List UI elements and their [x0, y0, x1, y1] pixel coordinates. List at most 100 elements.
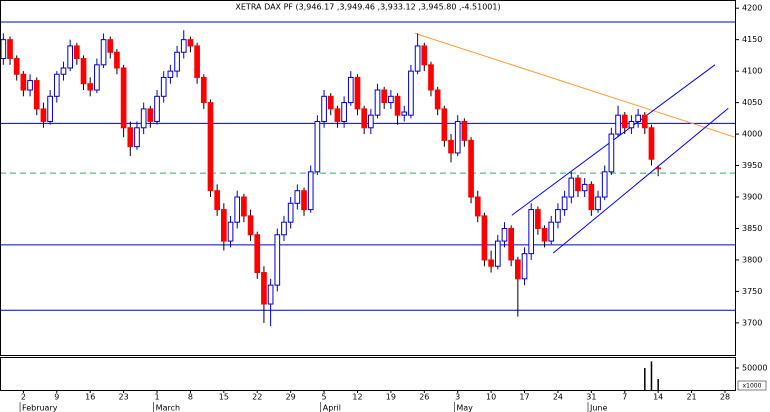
candle-body	[501, 227, 508, 242]
candle-body	[53, 73, 60, 97]
candle-body	[428, 64, 434, 91]
y-tick-label: 4100	[742, 67, 762, 76]
candle-body	[241, 196, 247, 217]
candle-body	[374, 89, 381, 116]
candle-body	[474, 196, 481, 217]
candle-body	[515, 259, 521, 280]
candle-body	[134, 127, 140, 148]
trend-line	[552, 107, 729, 254]
candle-body	[641, 114, 648, 129]
x-tick-label: 26	[419, 393, 429, 402]
candle-body	[521, 253, 528, 280]
x-tick-label: 31	[586, 393, 596, 402]
volume-frame	[0, 357, 736, 391]
volume-unit: x1000	[743, 383, 762, 390]
candle-body	[200, 76, 207, 104]
candle-body	[0, 39, 7, 60]
candle-body	[107, 39, 114, 53]
candle-body	[548, 221, 555, 242]
candle-body	[401, 111, 408, 116]
x-tick-label: 24	[553, 393, 563, 402]
candle-body	[421, 45, 428, 66]
candle-body	[194, 45, 200, 78]
candle-body	[307, 171, 314, 211]
candle-body	[635, 114, 641, 122]
x-tick-label: 8	[188, 393, 193, 402]
candle-body	[147, 108, 154, 122]
candle-body	[588, 183, 595, 211]
candle-body	[568, 177, 575, 198]
candle-body	[408, 70, 414, 116]
candle-body	[488, 259, 494, 267]
candle-body	[174, 51, 180, 72]
candle-body	[341, 102, 347, 122]
candle-body	[7, 39, 13, 60]
month-label: February	[22, 404, 58, 412]
x-tick-label: 23	[119, 393, 129, 402]
y-tick-label: 3800	[742, 255, 762, 264]
candle-body	[180, 39, 187, 53]
candle-body	[535, 209, 541, 229]
candle-body	[621, 114, 628, 129]
y-tick-label: 3700	[742, 318, 762, 327]
candle-body	[461, 120, 468, 141]
candle-body	[528, 209, 535, 255]
month-label: May	[456, 404, 473, 412]
candle-body	[267, 284, 274, 305]
candle-body	[561, 196, 568, 211]
candle-body	[441, 108, 448, 141]
candle-body	[140, 108, 147, 129]
candle-body	[187, 39, 194, 47]
x-tick-label: 16	[85, 393, 95, 402]
candle-body	[555, 209, 561, 223]
candle-body	[87, 83, 94, 91]
candle-body	[67, 45, 73, 69]
candle-body	[394, 95, 401, 116]
candle-body	[160, 76, 167, 97]
x-tick-label: 3	[455, 393, 460, 402]
candle-body	[595, 196, 601, 211]
month-label: April	[323, 404, 341, 412]
x-tick-label: 15	[219, 393, 229, 402]
candle-body	[508, 227, 514, 261]
month-label: March	[156, 404, 180, 412]
candle-body	[20, 73, 27, 91]
x-tick-label: 12	[352, 393, 362, 402]
candle-body	[448, 139, 454, 154]
candle-body	[234, 196, 241, 223]
y-tick-label: 3900	[742, 193, 762, 202]
candle-body	[381, 89, 388, 104]
candle-body	[94, 64, 100, 91]
candle-body	[47, 95, 53, 122]
candle-body	[27, 80, 33, 91]
x-tick-label: 29	[286, 393, 296, 402]
candle-body	[33, 80, 40, 110]
candle-body	[100, 39, 107, 66]
candle-body	[301, 190, 307, 211]
candle-body	[575, 177, 581, 192]
candle-body	[481, 215, 488, 261]
candle-body	[114, 51, 120, 69]
candle-body	[655, 167, 661, 170]
candle-body	[468, 139, 474, 198]
x-tick-label: 19	[386, 393, 396, 402]
volume-unit-box	[737, 380, 767, 391]
x-tick-label: 5	[322, 393, 327, 402]
candle-body	[120, 67, 127, 129]
candle-body	[40, 108, 47, 122]
candle-body	[254, 234, 261, 274]
x-tick-label: 9	[54, 393, 59, 402]
candle-body	[13, 58, 20, 75]
candle-body	[314, 120, 321, 173]
candle-body	[207, 102, 214, 192]
candle-body	[541, 227, 548, 242]
x-tick-label: 7	[622, 393, 627, 402]
chart-title: XETRA DAX PF (3,946.17 ,3,949.46 ,3,933.…	[235, 3, 500, 12]
candle-body	[281, 221, 287, 236]
candle-body	[354, 76, 361, 110]
candle-body	[214, 190, 220, 211]
candle-body	[581, 183, 588, 192]
x-tick-label: 21	[686, 393, 696, 402]
x-tick-label: 1	[154, 393, 159, 402]
